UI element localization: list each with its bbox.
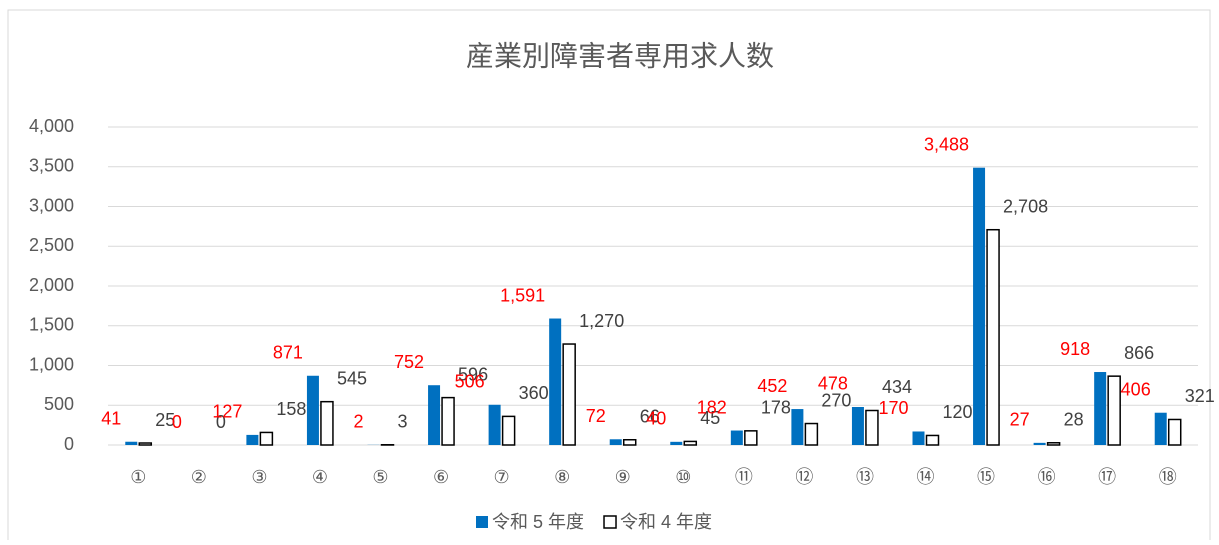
data-label: 158	[276, 399, 306, 419]
data-label: 360	[519, 383, 549, 403]
y-tick-label: 1,000	[29, 354, 74, 374]
bar	[1108, 376, 1120, 445]
data-label: 452	[757, 376, 787, 396]
bar	[307, 376, 319, 445]
y-tick-label: 500	[44, 394, 74, 414]
bar	[624, 440, 636, 445]
bar	[1094, 372, 1106, 445]
data-label: 321	[1185, 386, 1215, 406]
data-label: 506	[455, 372, 485, 392]
data-label: 182	[697, 397, 727, 417]
data-label: 28	[1064, 410, 1084, 430]
y-tick-label: 2,000	[29, 275, 74, 295]
x-tick-label: ⑭	[917, 467, 935, 487]
bar	[913, 431, 925, 445]
data-label: 2	[353, 412, 363, 432]
bar	[428, 385, 440, 445]
bar	[745, 431, 757, 445]
bar	[927, 435, 939, 445]
data-label: 1,591	[500, 285, 545, 305]
data-label: 27	[1010, 410, 1030, 430]
x-tick-label: ⑨	[615, 467, 631, 487]
bar	[670, 442, 682, 445]
x-tick-label: ⑦	[494, 467, 510, 487]
data-label: 3,488	[924, 134, 969, 154]
data-label: 434	[882, 377, 912, 397]
bar	[139, 443, 151, 445]
x-tick-label: ②	[191, 467, 207, 487]
bar	[1169, 419, 1181, 445]
data-label: 127	[212, 402, 242, 422]
x-tick-label: ⑫	[795, 467, 813, 487]
bar	[610, 439, 622, 445]
x-tick-label: ⑤	[372, 467, 388, 487]
chart-title: 産業別障害者専用求人数	[466, 40, 774, 71]
legend-label: 令和 5 年度	[492, 512, 584, 532]
bar	[866, 410, 878, 445]
y-tick-label: 4,000	[29, 116, 74, 136]
chart-frame	[8, 10, 1210, 540]
x-tick-label: ③	[251, 467, 267, 487]
x-tick-label: ④	[312, 467, 328, 487]
data-label: 40	[646, 409, 666, 429]
data-label: 3	[398, 412, 408, 432]
data-label: 178	[761, 398, 791, 418]
data-label: 918	[1060, 339, 1090, 359]
data-label: 120	[943, 402, 973, 422]
x-tick-label: ⑪	[735, 467, 753, 487]
x-tick-label: ⑰	[1098, 467, 1116, 487]
data-label: 1,270	[579, 311, 624, 331]
y-tick-label: 3,000	[29, 195, 74, 215]
bar	[549, 319, 561, 445]
bar	[260, 432, 272, 445]
bar	[489, 405, 501, 445]
data-label: 545	[337, 368, 367, 388]
bar	[973, 168, 985, 445]
data-label: 72	[586, 406, 606, 426]
bar	[1155, 413, 1167, 445]
x-tick-label: ⑥	[433, 467, 449, 487]
bar	[1048, 443, 1060, 445]
x-tick-label: ①	[130, 467, 146, 487]
bar	[791, 409, 803, 445]
data-label: 871	[273, 343, 303, 363]
data-label: 170	[878, 398, 908, 418]
data-label: 866	[1124, 343, 1154, 363]
data-label: 0	[172, 412, 182, 432]
x-tick-label: ⑯	[1038, 467, 1056, 487]
x-tick-label: ⑩	[675, 467, 691, 487]
bar	[442, 398, 454, 445]
bar	[125, 442, 137, 445]
x-tick-label: ⑬	[856, 467, 874, 487]
bar	[246, 435, 258, 445]
bar	[563, 344, 575, 445]
y-tick-label: 2,500	[29, 235, 74, 255]
legend-label: 令和 4 年度	[620, 512, 712, 532]
data-label: 2,708	[1003, 196, 1048, 216]
bar	[987, 230, 999, 445]
y-tick-label: 1,500	[29, 315, 74, 335]
bar	[852, 407, 864, 445]
data-label: 752	[394, 352, 424, 372]
bar	[321, 402, 333, 445]
bar	[731, 431, 743, 445]
legend-swatch	[476, 516, 488, 528]
bar	[1034, 443, 1046, 445]
data-label: 41	[101, 408, 121, 428]
data-label: 406	[1121, 379, 1151, 399]
bar	[805, 424, 817, 445]
x-tick-label: ⑧	[554, 467, 570, 487]
x-tick-label: ⑱	[1159, 467, 1177, 487]
x-tick-label: ⑮	[977, 467, 995, 487]
y-tick-label: 3,500	[29, 156, 74, 176]
y-tick-label: 0	[64, 434, 74, 454]
data-label: 478	[818, 374, 848, 394]
legend-swatch	[604, 516, 616, 528]
bar	[503, 416, 515, 445]
bar	[684, 441, 696, 445]
